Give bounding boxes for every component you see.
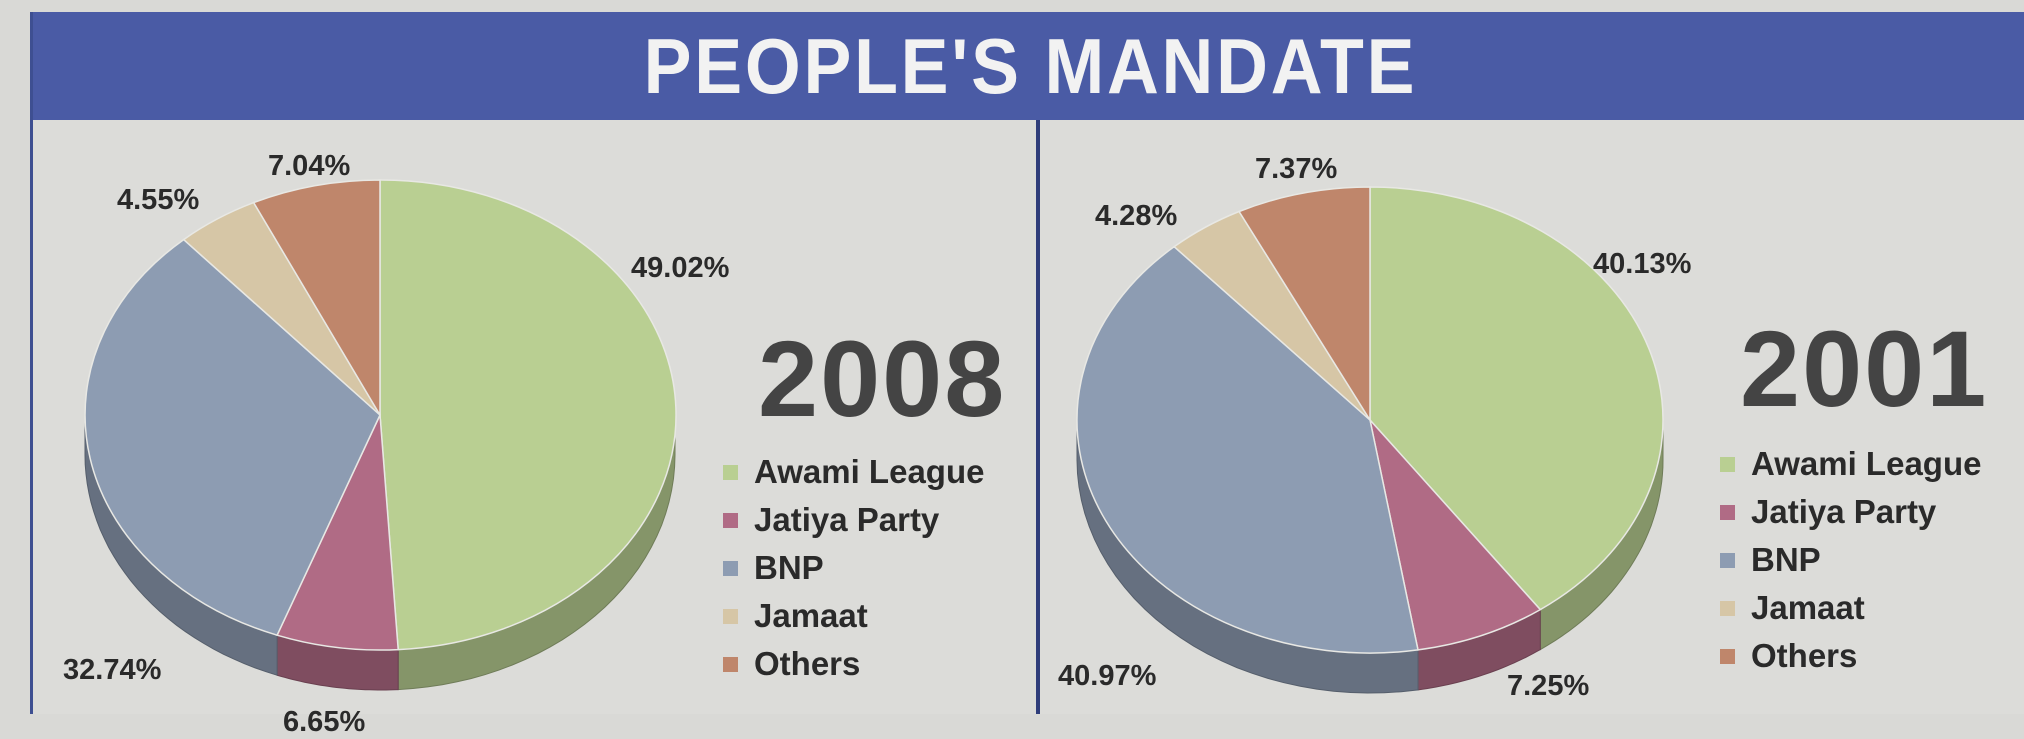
- slice-label: 4.28%: [1095, 200, 1178, 232]
- panel-divider: [1036, 120, 1040, 714]
- legend-item: Others: [723, 640, 984, 688]
- legend-swatch: [723, 512, 738, 528]
- legend-item: Awami League: [723, 448, 984, 496]
- legend-swatch: [1720, 504, 1735, 520]
- legend-swatch: [723, 464, 738, 480]
- legend-label: Awami League: [754, 453, 985, 490]
- slice-label: 6.65%: [283, 706, 366, 738]
- legend-label: Awami League: [1751, 445, 1982, 482]
- banner-title: PEOPLE'S MANDATE: [643, 21, 1417, 110]
- pie-panel-2008: 2008 Awami League Jatiya Party BNP Jamaa…: [33, 120, 1036, 738]
- legend-label: Others: [1751, 637, 1858, 674]
- chart-year: 2008: [758, 318, 1007, 439]
- legend-swatch: [723, 656, 738, 672]
- legend-label: BNP: [754, 549, 824, 586]
- legend-item: Jamaat: [723, 592, 984, 640]
- pie-panel-2001: 2001 Awami League Jatiya Party BNP Jamaa…: [1040, 120, 2024, 726]
- legend-item: Awami League: [1720, 440, 1981, 488]
- legend-swatch: [1720, 456, 1735, 472]
- slice-label: 32.74%: [63, 654, 162, 686]
- legend-item: Jamaat: [1720, 584, 1981, 632]
- pie-slice-bnp: [1076, 245, 1419, 654]
- pie-chart-2008: [84, 179, 677, 691]
- legend: Awami League Jatiya Party BNP Jamaat Oth…: [1720, 440, 1981, 680]
- legend-label: Jamaat: [1751, 589, 1865, 626]
- legend-item: Others: [1720, 632, 1981, 680]
- pie-slice-awami-league: [1369, 186, 1664, 611]
- chart-frame: PEOPLE'S MANDATE 2008 Awami League Jatiy…: [30, 12, 2024, 738]
- pie-slice-awami-league: [379, 179, 677, 651]
- legend: Awami League Jatiya Party BNP Jamaat Oth…: [723, 448, 984, 688]
- legend-swatch: [723, 608, 738, 624]
- slice-label: 7.37%: [1255, 153, 1338, 185]
- slice-label: 40.13%: [1593, 248, 1692, 280]
- pie-slice-others: [252, 179, 381, 418]
- legend-swatch: [723, 560, 738, 576]
- legend-swatch: [1720, 648, 1735, 664]
- legend-label: Jatiya Party: [1751, 493, 1937, 530]
- legend-item: Jatiya Party: [1720, 488, 1981, 536]
- pie-slice-jatiya-party: [1368, 417, 1542, 651]
- slice-label: 40.97%: [1058, 660, 1157, 692]
- legend-label: Others: [754, 645, 861, 682]
- pie-chart-2001: [1076, 186, 1664, 694]
- legend-label: Jatiya Party: [754, 501, 940, 538]
- slice-label: 7.25%: [1507, 670, 1590, 702]
- slice-label: 49.02%: [631, 252, 730, 284]
- chart-year: 2001: [1740, 308, 1989, 429]
- legend-item: BNP: [723, 544, 984, 592]
- slice-label: 7.04%: [268, 150, 351, 182]
- legend-label: BNP: [1751, 541, 1821, 578]
- pie-slice-bnp: [84, 238, 381, 637]
- pie-slice-jatiya-party: [276, 412, 400, 651]
- legend-item: BNP: [1720, 536, 1981, 584]
- legend-swatch: [1720, 552, 1735, 568]
- title-banner: PEOPLE'S MANDATE: [33, 12, 2024, 120]
- legend-label: Jamaat: [754, 597, 868, 634]
- pie-slice-others: [1237, 186, 1371, 423]
- legend-swatch: [1720, 600, 1735, 616]
- slice-label: 4.55%: [117, 184, 200, 216]
- legend-item: Jatiya Party: [723, 496, 984, 544]
